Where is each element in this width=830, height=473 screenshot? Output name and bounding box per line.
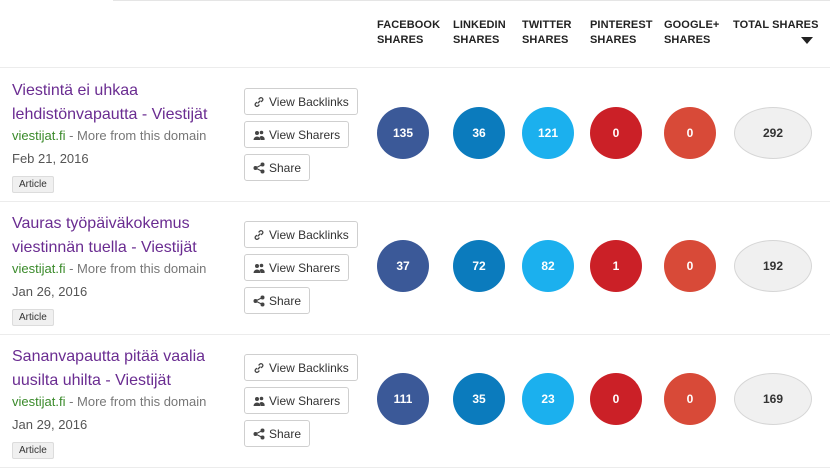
article-date: Jan 29, 2016 <box>12 417 88 432</box>
facebook-shares-count: 135 <box>377 107 429 159</box>
article-type-badge: Article <box>12 442 54 459</box>
share-label: Share <box>269 160 302 175</box>
col-linkedin-shares[interactable]: LINKEDIN SHARES <box>453 18 506 48</box>
col-pinterest-line2: SHARES <box>590 34 637 46</box>
twitter-shares-count: 23 <box>522 373 574 425</box>
total-shares-count: 292 <box>734 107 812 159</box>
share-icon <box>253 295 265 307</box>
article-type-badge: Article <box>12 176 54 193</box>
share-icon <box>253 162 265 174</box>
table-header: FACEBOOK SHARES LINKEDIN SHARES TWITTER … <box>0 0 830 68</box>
table-row: Sananvapautta pitää vaalia uusilta uhilt… <box>0 335 830 468</box>
view-sharers-button[interactable]: View Sharers <box>244 121 350 148</box>
share-label: Share <box>269 426 302 441</box>
users-icon <box>253 129 265 141</box>
view-sharers-label: View Sharers <box>269 127 341 142</box>
share-label: Share <box>269 293 302 308</box>
googleplus-shares-count: 0 <box>664 107 716 159</box>
pinterest-shares-count: 0 <box>590 373 642 425</box>
googleplus-shares-count: 0 <box>664 373 716 425</box>
linkedin-shares-count: 35 <box>453 373 505 425</box>
share-icon <box>253 428 265 440</box>
article-meta: viestijat.fi - More from this domain <box>12 261 206 276</box>
col-twitter-line1: TWITTER <box>522 19 572 31</box>
article-date: Jan 26, 2016 <box>12 284 88 299</box>
view-backlinks-label: View Backlinks <box>269 360 349 375</box>
article-meta: viestijat.fi - More from this domain <box>12 128 206 143</box>
more-from-domain-link[interactable]: - More from this domain <box>65 261 207 276</box>
view-sharers-button[interactable]: View Sharers <box>244 387 350 414</box>
col-pinterest-shares[interactable]: PINTEREST SHARES <box>590 18 653 48</box>
domain-link[interactable]: viestijat.fi <box>12 394 66 409</box>
view-backlinks-label: View Backlinks <box>269 227 349 242</box>
domain-link[interactable]: viestijat.fi <box>12 261 66 276</box>
view-backlinks-label: View Backlinks <box>269 94 349 109</box>
article-title-link[interactable]: Vauras työpäiväkokemus viestinnän tuella… <box>12 215 197 256</box>
pinterest-shares-count: 1 <box>590 240 642 292</box>
linkedin-shares-count: 36 <box>453 107 505 159</box>
linkedin-shares-count: 72 <box>453 240 505 292</box>
col-googleplus-shares[interactable]: GOOGLE+ SHARES <box>664 18 719 48</box>
col-total-shares[interactable]: TOTAL SHARES <box>733 18 819 33</box>
pinterest-shares-count: 0 <box>590 107 642 159</box>
table-row: Vauras työpäiväkokemus viestinnän tuella… <box>0 202 830 335</box>
more-from-domain-link[interactable]: - More from this domain <box>65 128 207 143</box>
col-pinterest-line1: PINTEREST <box>590 19 653 31</box>
col-linkedin-line1: LINKEDIN <box>453 19 506 31</box>
view-backlinks-button[interactable]: View Backlinks <box>244 354 358 381</box>
view-sharers-button[interactable]: View Sharers <box>244 254 350 281</box>
share-button[interactable]: Share <box>244 420 311 447</box>
users-icon <box>253 262 265 274</box>
total-shares-count: 192 <box>734 240 812 292</box>
col-googleplus-line1: GOOGLE+ <box>664 19 720 31</box>
sort-desc-icon[interactable] <box>801 37 813 44</box>
twitter-shares-count: 121 <box>522 107 574 159</box>
view-backlinks-button[interactable]: View Backlinks <box>244 221 358 248</box>
col-twitter-shares[interactable]: TWITTER SHARES <box>522 18 572 48</box>
domain-link[interactable]: viestijat.fi <box>12 128 66 143</box>
col-facebook-line1: FACEBOOK <box>377 19 441 31</box>
view-sharers-label: View Sharers <box>269 393 341 408</box>
col-facebook-line2: SHARES <box>377 34 424 46</box>
view-backlinks-button[interactable]: View Backlinks <box>244 88 358 115</box>
share-button[interactable]: Share <box>244 154 311 181</box>
col-twitter-line2: SHARES <box>522 34 569 46</box>
more-from-domain-link[interactable]: - More from this domain <box>65 394 207 409</box>
users-icon <box>253 395 265 407</box>
article-title-link[interactable]: Viestintä ei uhkaa lehdistönvapautta - V… <box>12 82 208 123</box>
col-facebook-shares[interactable]: FACEBOOK SHARES <box>377 18 440 48</box>
link-icon <box>253 362 265 374</box>
total-shares-count: 169 <box>734 373 812 425</box>
table-row: Viestintä ei uhkaa lehdistönvapautta - V… <box>0 69 830 202</box>
link-icon <box>253 96 265 108</box>
facebook-shares-count: 37 <box>377 240 429 292</box>
article-meta: viestijat.fi - More from this domain <box>12 394 206 409</box>
googleplus-shares-count: 0 <box>664 240 716 292</box>
twitter-shares-count: 82 <box>522 240 574 292</box>
article-title-link[interactable]: Sananvapautta pitää vaalia uusilta uhilt… <box>12 348 206 389</box>
article-type-badge: Article <box>12 309 54 326</box>
view-sharers-label: View Sharers <box>269 260 341 275</box>
col-linkedin-line2: SHARES <box>453 34 500 46</box>
col-googleplus-line2: SHARES <box>664 34 711 46</box>
col-total-line1: TOTAL SHARES <box>733 19 819 31</box>
link-icon <box>253 229 265 241</box>
share-button[interactable]: Share <box>244 287 311 314</box>
top-divider <box>113 0 830 1</box>
facebook-shares-count: 111 <box>377 373 429 425</box>
article-date: Feb 21, 2016 <box>12 151 89 166</box>
